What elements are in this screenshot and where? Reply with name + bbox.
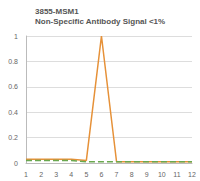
svg-text:0.2: 0.2 (8, 134, 18, 141)
svg-text:Non-Specific Antibody Signal <: Non-Specific Antibody Signal <1% (35, 17, 165, 26)
svg-text:12: 12 (188, 171, 196, 178)
svg-text:1: 1 (24, 171, 28, 178)
svg-text:2: 2 (39, 171, 43, 178)
svg-text:10: 10 (158, 171, 166, 178)
svg-text:0.4: 0.4 (8, 109, 18, 116)
svg-text:0.8: 0.8 (8, 58, 18, 65)
svg-text:1: 1 (14, 33, 18, 40)
svg-text:7: 7 (115, 171, 119, 178)
svg-text:0: 0 (14, 160, 18, 167)
svg-text:4: 4 (69, 171, 73, 178)
svg-text:9: 9 (145, 171, 149, 178)
svg-text:3855-MSM1: 3855-MSM1 (35, 7, 79, 16)
svg-text:6: 6 (100, 171, 104, 178)
svg-text:0.6: 0.6 (8, 83, 18, 90)
svg-text:8: 8 (130, 171, 134, 178)
svg-text:11: 11 (173, 171, 180, 178)
svg-text:3: 3 (54, 171, 58, 178)
svg-text:5: 5 (84, 171, 88, 178)
